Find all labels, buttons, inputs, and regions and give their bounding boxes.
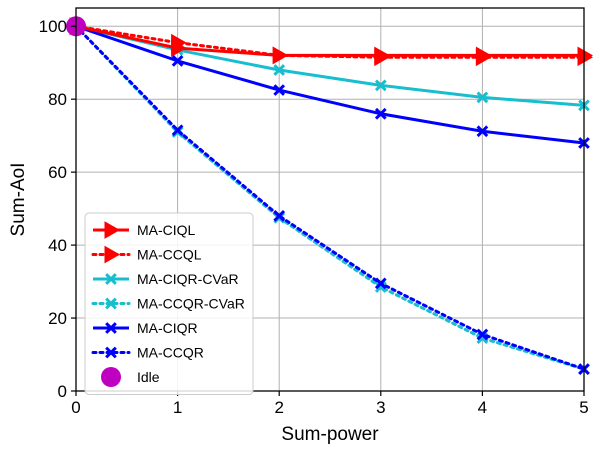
x-marker <box>374 107 387 120</box>
series-line <box>74 24 586 371</box>
legend-entry: MA-CCQL <box>91 245 202 264</box>
y-tick-label: 20 <box>48 309 67 328</box>
x-tick-label: 2 <box>274 398 283 417</box>
x-marker <box>374 79 387 92</box>
x-marker <box>171 55 184 67</box>
triangle-marker <box>171 39 187 57</box>
triangle-marker <box>272 46 289 65</box>
x-tick-label: 0 <box>71 398 80 417</box>
legend-label: MA-CCQR-CVaR <box>137 296 245 312</box>
x-marker <box>273 64 286 76</box>
triangle-marker <box>104 245 121 264</box>
circle-marker <box>101 367 121 387</box>
legend-entry: MA-CCQR-CVaR <box>91 296 245 312</box>
x-axis-label: Sum-power <box>281 424 379 445</box>
x-marker <box>374 277 387 290</box>
x-tick-label: 5 <box>579 398 588 417</box>
legend-label: Idle <box>137 369 160 385</box>
x-marker <box>105 297 117 310</box>
x-marker <box>476 125 489 138</box>
x-marker <box>273 84 286 96</box>
x-marker <box>374 281 387 293</box>
x-tick-label: 3 <box>376 398 385 417</box>
legend-label: MA-CIQR <box>137 320 198 336</box>
plot-frame <box>75 7 585 392</box>
series-ma-ciqr <box>70 20 590 149</box>
legend-entry: Idle <box>101 367 160 387</box>
x-marker <box>171 124 184 137</box>
legend-label: MA-CIQR-CVaR <box>137 271 239 287</box>
legend-entry: MA-CIQR-CVaR <box>93 271 239 287</box>
x-tick-label: 4 <box>478 398 487 417</box>
y-tick-label: 60 <box>48 163 67 182</box>
y-tick-label: 40 <box>48 236 67 255</box>
legend-label: MA-CCQL <box>137 247 202 263</box>
y-tick-label: 100 <box>39 17 67 36</box>
x-tick-label: 1 <box>173 398 182 417</box>
x-marker <box>476 328 489 341</box>
triangle-marker <box>577 46 594 65</box>
legend-entry: MA-CIQL <box>93 221 196 239</box>
legend-box <box>84 212 254 395</box>
legend-label: MA-CCQR <box>137 345 204 361</box>
triangle-marker <box>475 46 492 65</box>
x-marker <box>273 210 286 222</box>
y-axis-label: Sum-AoI <box>8 163 29 237</box>
legend-entry: MA-CCQR <box>91 345 204 361</box>
series-line <box>75 24 585 145</box>
x-marker <box>105 346 117 359</box>
x-marker <box>105 273 117 285</box>
legend-entry: MA-CIQR <box>93 320 198 336</box>
legend: MA-CIQL MA-CCQL MA-CIQR-CVaR MA-CCQR-CVaR MA… <box>84 212 254 395</box>
x-marker <box>105 322 117 334</box>
ticks: 0 1 2 3 4 5 0 20 40 60 80 100 <box>39 17 589 417</box>
series-ma-ciqr-cvar <box>70 20 590 112</box>
legend-label: MA-CIQL <box>137 222 196 238</box>
x-marker <box>476 91 489 104</box>
triangle-marker <box>374 46 390 65</box>
triangle-marker <box>104 221 121 239</box>
y-tick-label: 80 <box>48 90 67 109</box>
y-tick-label: 0 <box>58 382 67 401</box>
series-layer <box>66 16 594 375</box>
series-ma-ccqr <box>70 20 590 375</box>
series-ma-ciql <box>69 17 594 65</box>
series-line <box>75 24 584 57</box>
